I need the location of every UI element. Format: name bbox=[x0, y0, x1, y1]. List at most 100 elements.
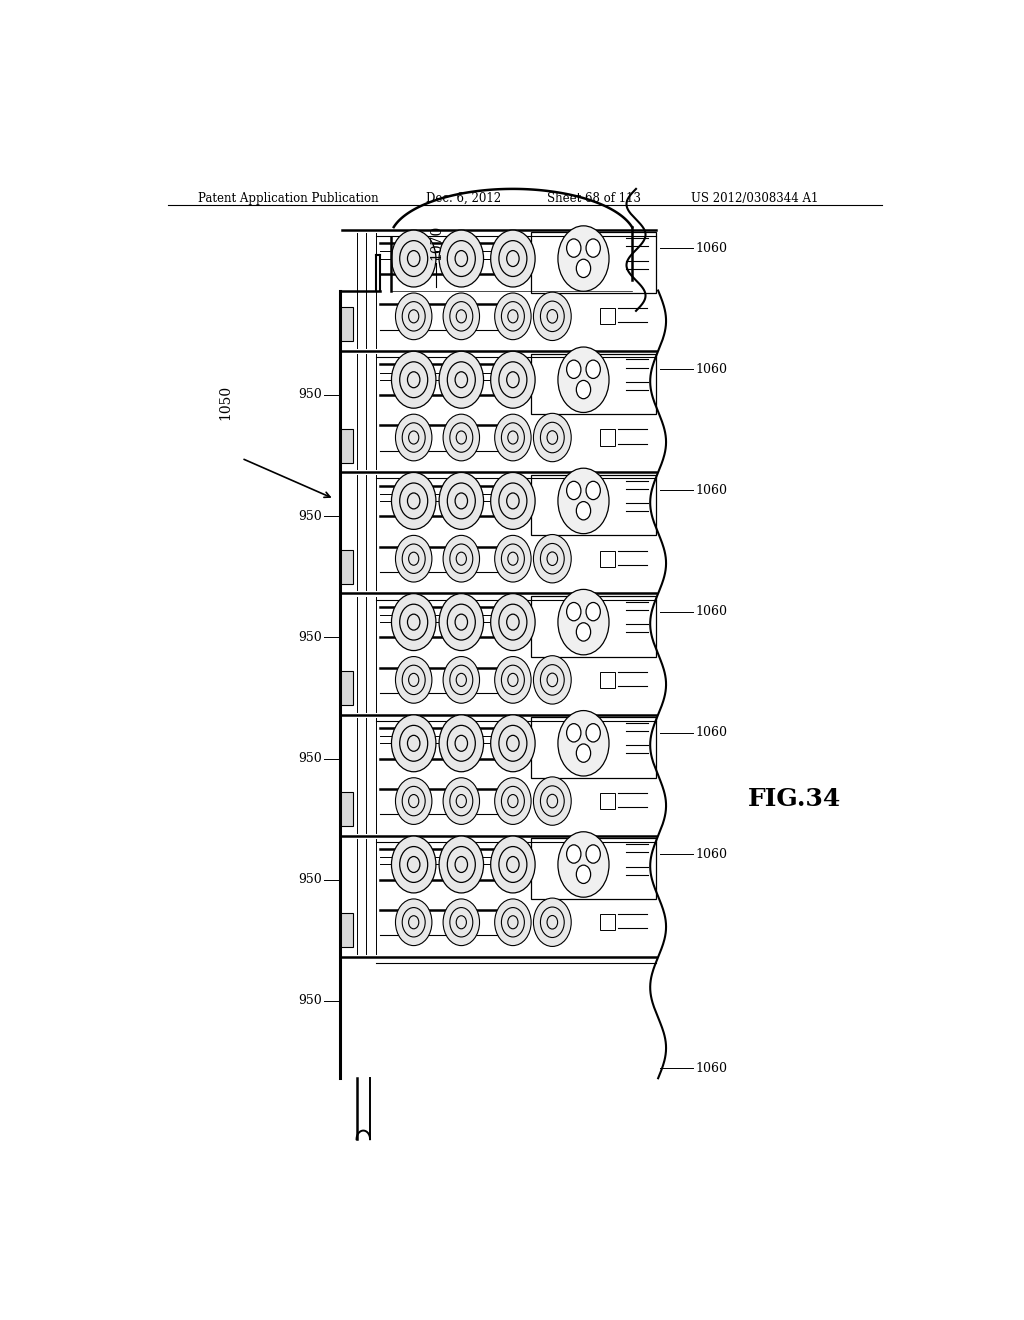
Circle shape bbox=[439, 836, 483, 892]
Text: US 2012/0308344 A1: US 2012/0308344 A1 bbox=[691, 191, 819, 205]
Circle shape bbox=[558, 226, 609, 292]
Text: 950: 950 bbox=[298, 874, 322, 886]
Circle shape bbox=[558, 710, 609, 776]
Text: 950: 950 bbox=[298, 994, 322, 1007]
Circle shape bbox=[443, 293, 479, 339]
Text: 1060: 1060 bbox=[695, 242, 727, 255]
Circle shape bbox=[495, 536, 531, 582]
Bar bbox=[531, 475, 655, 536]
Circle shape bbox=[534, 898, 571, 946]
Circle shape bbox=[443, 536, 479, 582]
Circle shape bbox=[534, 413, 571, 462]
Circle shape bbox=[495, 777, 531, 825]
Text: 1060: 1060 bbox=[695, 726, 727, 739]
Circle shape bbox=[577, 259, 591, 277]
Circle shape bbox=[490, 836, 536, 892]
Circle shape bbox=[566, 723, 581, 742]
Text: 950: 950 bbox=[298, 631, 322, 644]
Circle shape bbox=[566, 239, 581, 257]
Bar bbox=[600, 793, 614, 809]
Circle shape bbox=[566, 845, 581, 863]
Circle shape bbox=[558, 469, 609, 533]
Text: Dec. 6, 2012: Dec. 6, 2012 bbox=[426, 191, 501, 205]
Bar bbox=[531, 354, 655, 414]
Circle shape bbox=[495, 656, 531, 704]
Circle shape bbox=[558, 832, 609, 898]
Circle shape bbox=[495, 293, 531, 339]
Circle shape bbox=[534, 535, 571, 583]
Circle shape bbox=[439, 594, 483, 651]
Circle shape bbox=[577, 744, 591, 762]
Text: 950: 950 bbox=[298, 510, 322, 523]
Circle shape bbox=[586, 602, 600, 620]
Circle shape bbox=[566, 602, 581, 620]
Circle shape bbox=[586, 845, 600, 863]
Bar bbox=[531, 232, 655, 293]
Circle shape bbox=[577, 502, 591, 520]
Bar bbox=[340, 308, 353, 342]
Circle shape bbox=[443, 899, 479, 945]
Text: Sheet 68 of 113: Sheet 68 of 113 bbox=[547, 191, 641, 205]
Circle shape bbox=[391, 230, 436, 286]
Bar bbox=[600, 308, 614, 325]
Circle shape bbox=[586, 482, 600, 499]
Text: 1060: 1060 bbox=[695, 605, 727, 618]
Circle shape bbox=[586, 239, 600, 257]
Circle shape bbox=[391, 351, 436, 408]
Circle shape bbox=[391, 594, 436, 651]
Text: 1060: 1060 bbox=[695, 484, 727, 498]
Circle shape bbox=[443, 777, 479, 825]
Circle shape bbox=[395, 899, 432, 945]
Circle shape bbox=[439, 230, 483, 286]
Circle shape bbox=[577, 623, 591, 642]
Text: 1050: 1050 bbox=[218, 384, 232, 420]
Bar bbox=[600, 429, 614, 446]
Text: 950: 950 bbox=[298, 752, 322, 766]
Text: 1060: 1060 bbox=[695, 363, 727, 376]
Text: 1070: 1070 bbox=[429, 224, 443, 260]
Bar bbox=[600, 550, 614, 566]
Text: FIG.34: FIG.34 bbox=[748, 787, 842, 810]
Circle shape bbox=[495, 414, 531, 461]
Bar bbox=[600, 672, 614, 688]
Circle shape bbox=[586, 723, 600, 742]
Circle shape bbox=[439, 351, 483, 408]
Circle shape bbox=[391, 473, 436, 529]
Bar bbox=[340, 792, 353, 826]
Circle shape bbox=[534, 292, 571, 341]
Circle shape bbox=[395, 536, 432, 582]
Bar bbox=[340, 671, 353, 705]
Bar bbox=[340, 429, 353, 462]
Circle shape bbox=[566, 482, 581, 499]
Circle shape bbox=[490, 351, 536, 408]
Circle shape bbox=[490, 230, 536, 286]
Circle shape bbox=[566, 360, 581, 379]
Circle shape bbox=[534, 656, 571, 704]
Circle shape bbox=[439, 473, 483, 529]
Text: 1060: 1060 bbox=[695, 847, 727, 861]
Bar bbox=[531, 717, 655, 777]
Circle shape bbox=[577, 380, 591, 399]
Circle shape bbox=[490, 594, 536, 651]
Circle shape bbox=[443, 656, 479, 704]
Circle shape bbox=[558, 347, 609, 412]
Circle shape bbox=[490, 715, 536, 772]
Circle shape bbox=[490, 473, 536, 529]
Circle shape bbox=[395, 414, 432, 461]
Circle shape bbox=[558, 590, 609, 655]
Text: 950: 950 bbox=[298, 388, 322, 401]
Bar bbox=[340, 913, 353, 948]
Circle shape bbox=[395, 293, 432, 339]
Circle shape bbox=[395, 777, 432, 825]
Bar bbox=[531, 595, 655, 656]
Circle shape bbox=[395, 656, 432, 704]
Bar bbox=[340, 550, 353, 583]
Text: Patent Application Publication: Patent Application Publication bbox=[198, 191, 379, 205]
Circle shape bbox=[439, 715, 483, 772]
Circle shape bbox=[577, 865, 591, 883]
Circle shape bbox=[443, 414, 479, 461]
Circle shape bbox=[586, 360, 600, 379]
Circle shape bbox=[495, 899, 531, 945]
Bar bbox=[600, 915, 614, 931]
Circle shape bbox=[391, 715, 436, 772]
